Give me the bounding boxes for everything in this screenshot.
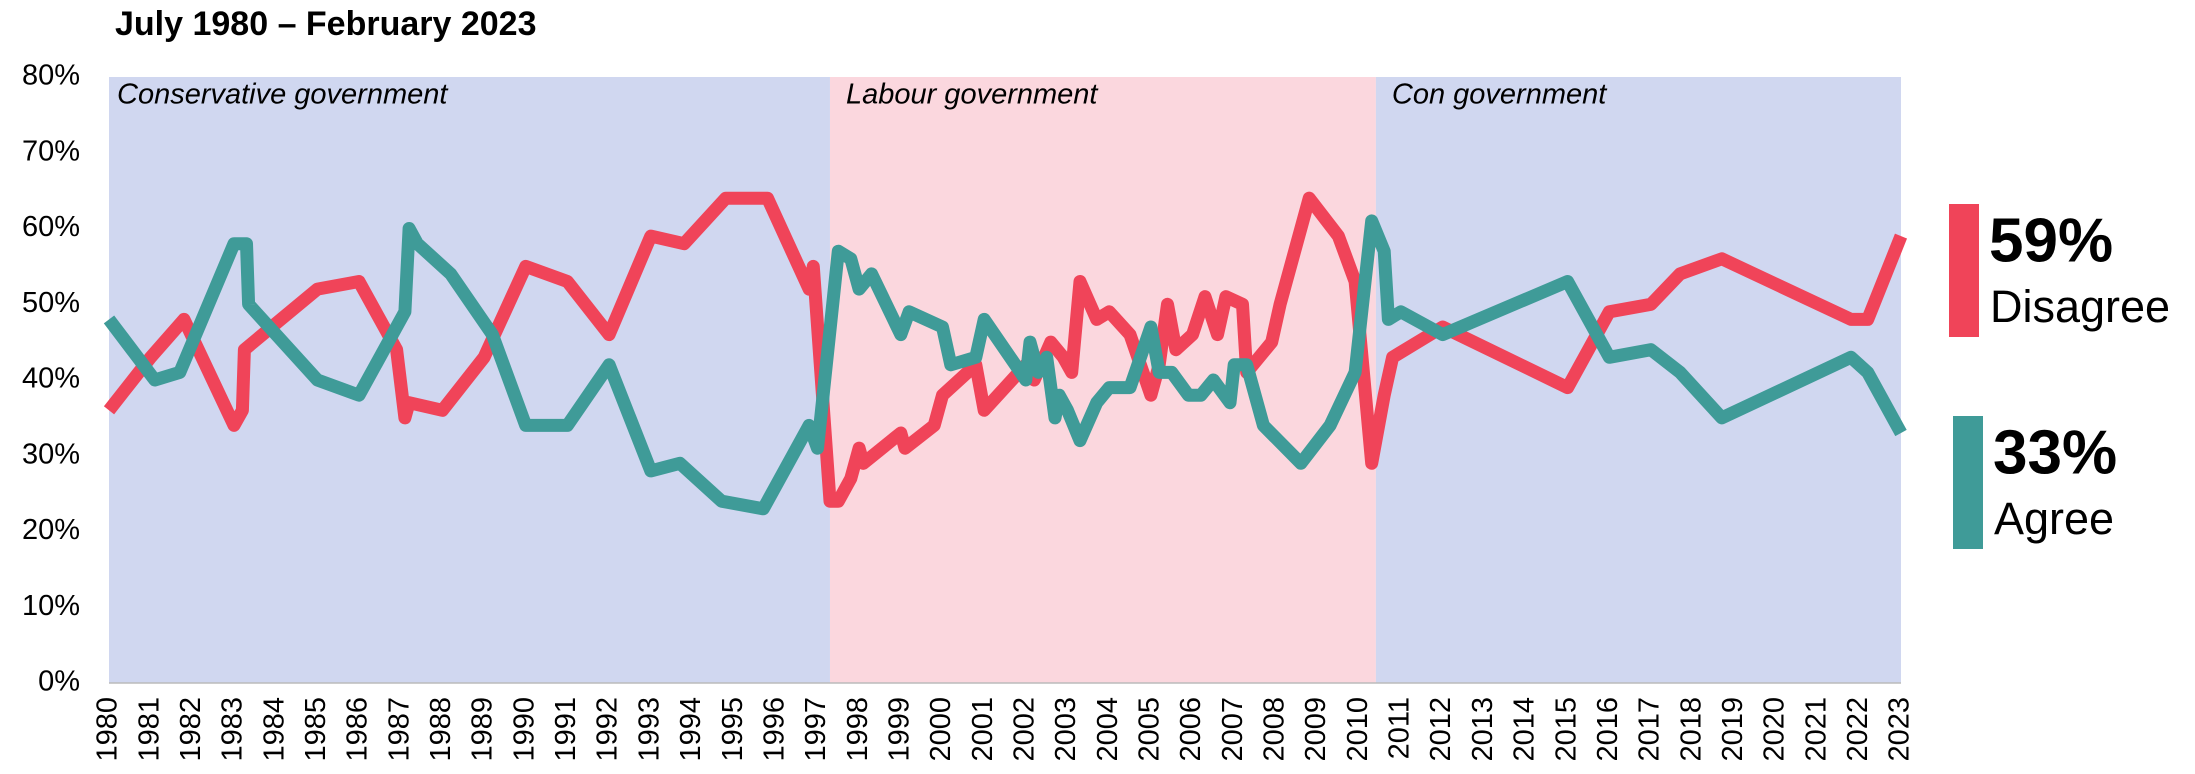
x-tick-label: 1983: [217, 697, 249, 762]
x-tick-label: 2016: [1592, 697, 1624, 762]
x-tick-label: 2012: [1425, 697, 1457, 762]
x-tick-label: 2017: [1634, 697, 1666, 762]
x-tick-label: 1991: [550, 697, 582, 762]
x-tick-label: 2000: [925, 697, 957, 762]
x-tick-label: 1992: [592, 697, 624, 762]
y-tick-label: 70%: [22, 135, 80, 167]
x-tick-label: 2015: [1550, 697, 1582, 762]
chart-title: July 1980 – February 2023: [115, 5, 537, 43]
series-line: [103, 214, 1907, 516]
x-tick-label: 1994: [675, 697, 707, 762]
x-tick-label: 1984: [258, 697, 290, 762]
x-tick-label: 2009: [1300, 697, 1332, 762]
x-tick-label: 2021: [1800, 697, 1832, 762]
series-line: [103, 191, 1908, 508]
value-label: 33%: [1993, 418, 2117, 487]
x-tick-label: 2022: [1842, 697, 1874, 762]
x-tick-label: 1982: [175, 697, 207, 762]
x-tick-label: 1993: [633, 697, 665, 762]
value-label: 59%: [1989, 206, 2113, 275]
x-tick-label: 1985: [300, 697, 332, 762]
x-tick-label: 2013: [1467, 697, 1499, 762]
x-tick-label: 2010: [1342, 697, 1374, 762]
x-tick-label: 2008: [1259, 697, 1291, 762]
x-tick-label: 1980: [92, 697, 124, 762]
y-tick-label: 50%: [22, 287, 80, 319]
region: [829, 77, 1376, 683]
y-tick-label: 60%: [22, 211, 80, 243]
x-tick-label: 2006: [1175, 697, 1207, 762]
x-tick-label: 1997: [800, 697, 832, 762]
x-tick-label: 1999: [883, 697, 915, 762]
x-tick-label: 2001: [967, 697, 999, 762]
x-tick-label: 2002: [1008, 697, 1040, 762]
y-tick-label: 40%: [22, 363, 80, 395]
x-tick-label: 2003: [1050, 697, 1082, 762]
x-tick-label: 1990: [508, 697, 540, 762]
x-tick-label: 2005: [1134, 697, 1166, 762]
legend-swatch: [1949, 204, 1979, 337]
x-tick-label: 1995: [717, 697, 749, 762]
legend-swatch: [1953, 416, 1983, 549]
x-tick-label: 1996: [758, 697, 790, 762]
x-tick-label: 1986: [342, 697, 374, 762]
x-tick-label: 2020: [1759, 697, 1791, 762]
legend-label: Disagree: [1990, 281, 2170, 332]
region-label: Con government: [1392, 79, 1608, 111]
x-tick-label: 1989: [467, 697, 499, 762]
y-tick-label: 80%: [22, 60, 80, 92]
x-tick-label: 1987: [383, 697, 415, 762]
legend-label: Agree: [1994, 493, 2114, 544]
x-tick-label: 1988: [425, 697, 457, 762]
x-tick-label: 2011: [1384, 697, 1416, 759]
x-tick-label: 2019: [1717, 697, 1749, 762]
y-tick-label: 10%: [22, 590, 80, 622]
x-tick-label: 2004: [1092, 697, 1124, 762]
x-tick-label: 2018: [1675, 697, 1707, 762]
x-tick-label: 2023: [1884, 697, 1916, 762]
x-tick-label: 2014: [1509, 697, 1541, 762]
y-tick-label: 30%: [22, 438, 80, 470]
y-tick-label: 20%: [22, 514, 80, 546]
x-tick-label: 1998: [842, 697, 874, 762]
x-tick-label: 2007: [1217, 697, 1249, 762]
x-tick-label: 1981: [133, 697, 165, 762]
region-label: Conservative government: [117, 79, 449, 111]
y-tick-label: 0%: [38, 666, 80, 698]
region-label: Labour government: [846, 79, 1099, 111]
region: [1375, 77, 1901, 683]
